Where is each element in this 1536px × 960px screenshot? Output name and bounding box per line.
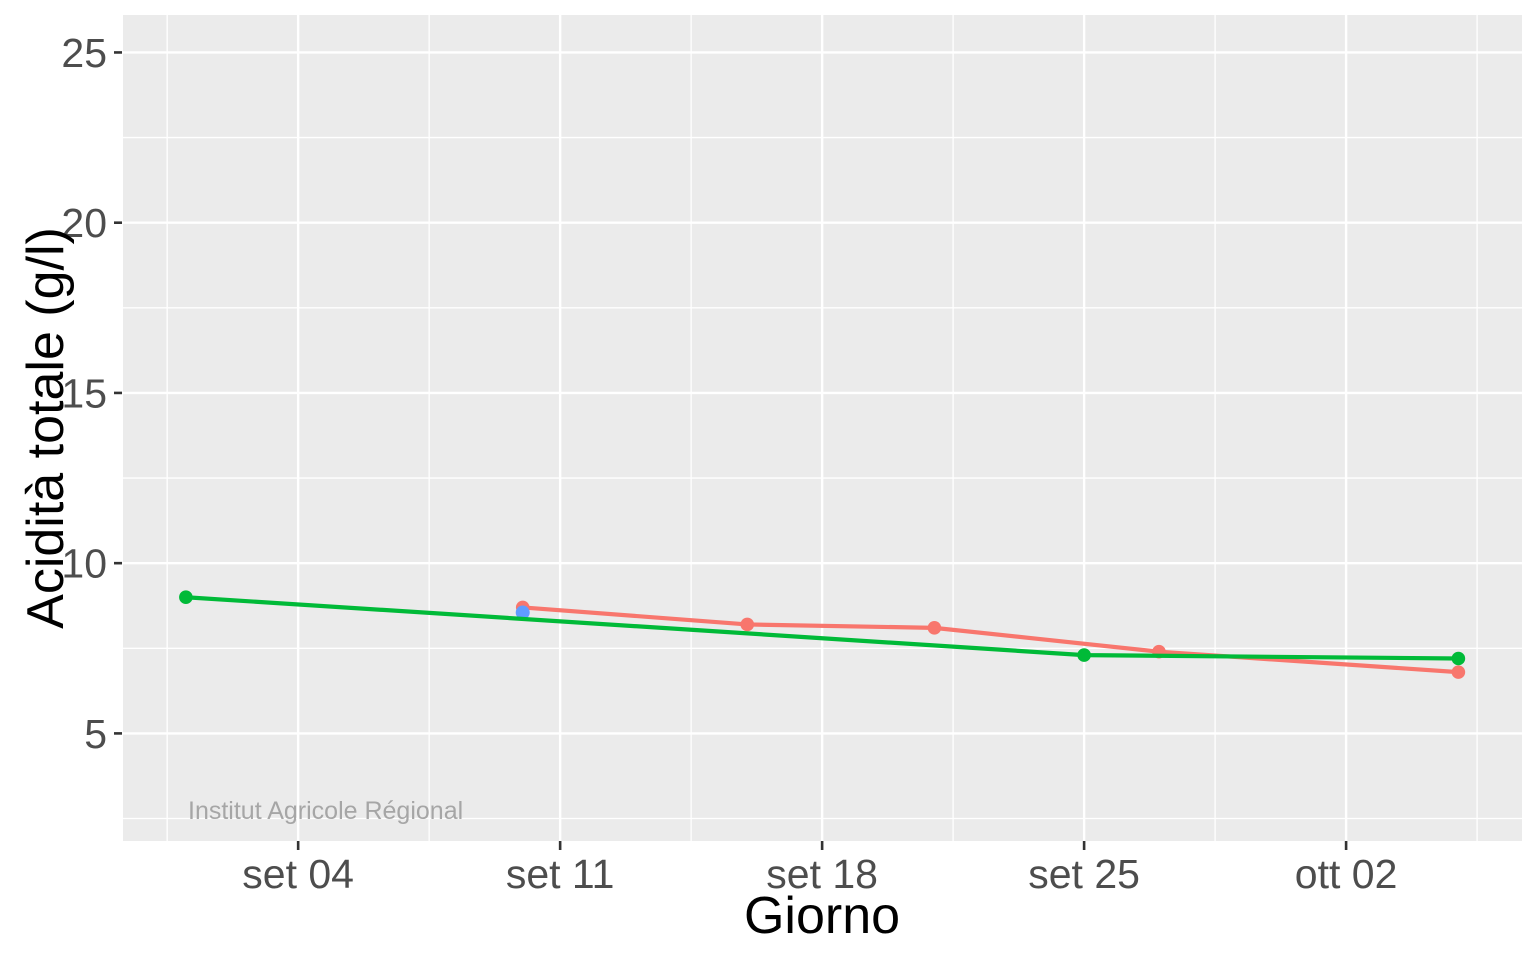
- series-green-point: [1077, 648, 1091, 662]
- x-tick-label: set 18: [766, 851, 878, 897]
- y-tick-label: 20: [61, 200, 107, 246]
- x-tick-label: set 04: [242, 851, 354, 897]
- y-tick-label: 25: [61, 30, 107, 76]
- x-tick-label: ott 02: [1295, 851, 1398, 897]
- y-tick-label: 10: [61, 541, 107, 587]
- series-red-point: [1451, 665, 1466, 679]
- series-red-point: [927, 621, 942, 635]
- y-tick-label: 15: [61, 370, 107, 416]
- y-axis-title: Acidità totale (g/l): [17, 227, 75, 629]
- series-red-point: [740, 617, 755, 632]
- x-tick-label: set 11: [506, 851, 615, 897]
- x-axis-title: Giorno: [743, 887, 901, 945]
- watermark-text: Institut Agricole Régional: [188, 797, 464, 825]
- series-green-point: [1451, 651, 1466, 666]
- x-tick-label: set 25: [1028, 851, 1140, 897]
- y-tick-label: 5: [84, 711, 107, 757]
- series-green-point: [179, 590, 193, 605]
- series-blue-point: [515, 605, 530, 620]
